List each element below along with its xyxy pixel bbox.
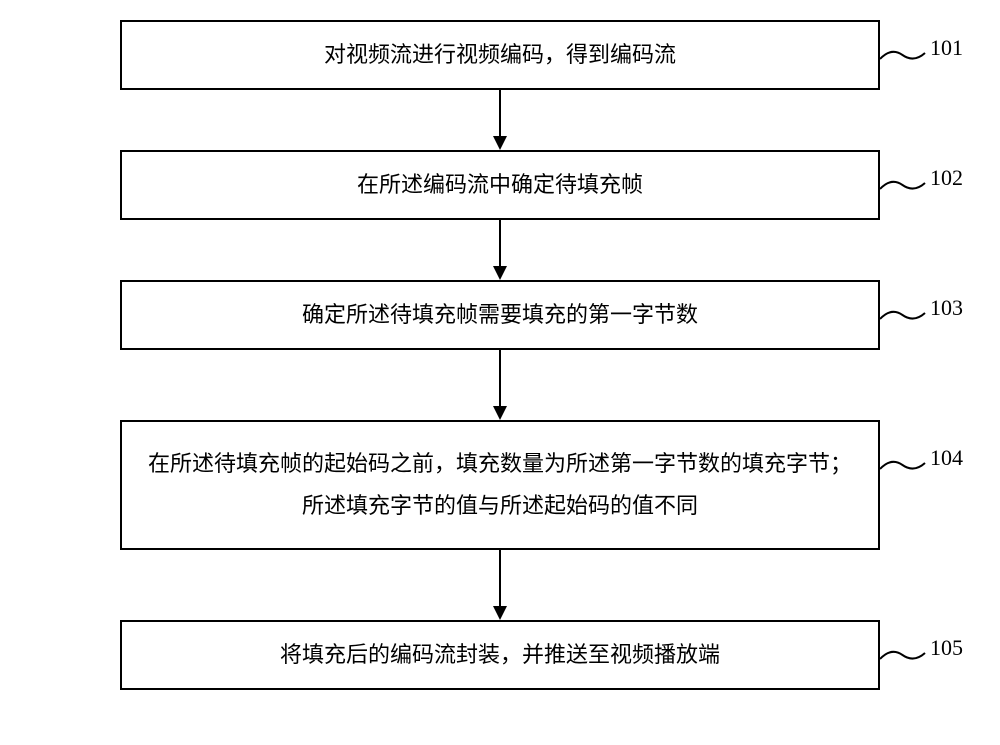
step-label-103: 103 [930,295,963,321]
step-label-101: 101 [930,35,963,61]
flow-step-5: 将填充后的编码流封装，并推送至视频播放端 [120,620,880,690]
flow-step-4-text: 在所述待填充帧的起始码之前，填充数量为所述第一字节数的填充字节；所述填充字节的值… [142,443,858,527]
step-label-104: 104 [930,445,963,471]
wavy-connector-4 [880,457,925,473]
arrow-n1-n2 [490,90,510,150]
step-label-105: 105 [930,635,963,661]
flow-step-3: 确定所述待填充帧需要填充的第一字节数 [120,280,880,350]
flow-step-1-text: 对视频流进行视频编码，得到编码流 [324,34,676,76]
wavy-connector-3 [880,307,925,323]
wavy-connector-1 [880,47,925,63]
flow-step-4: 在所述待填充帧的起始码之前，填充数量为所述第一字节数的填充字节；所述填充字节的值… [120,420,880,550]
arrow-n3-n4 [490,350,510,420]
flow-step-2-text: 在所述编码流中确定待填充帧 [357,164,643,206]
flow-step-3-text: 确定所述待填充帧需要填充的第一字节数 [302,294,698,336]
wavy-connector-5 [880,647,925,663]
flowchart-canvas: { "type": "flowchart", "background_color… [0,0,1000,745]
arrow-n2-n3 [490,220,510,280]
wavy-connector-2 [880,177,925,193]
flow-step-1: 对视频流进行视频编码，得到编码流 [120,20,880,90]
flow-step-2: 在所述编码流中确定待填充帧 [120,150,880,220]
arrow-n4-n5 [490,550,510,620]
flow-step-5-text: 将填充后的编码流封装，并推送至视频播放端 [280,634,720,676]
step-label-102: 102 [930,165,963,191]
